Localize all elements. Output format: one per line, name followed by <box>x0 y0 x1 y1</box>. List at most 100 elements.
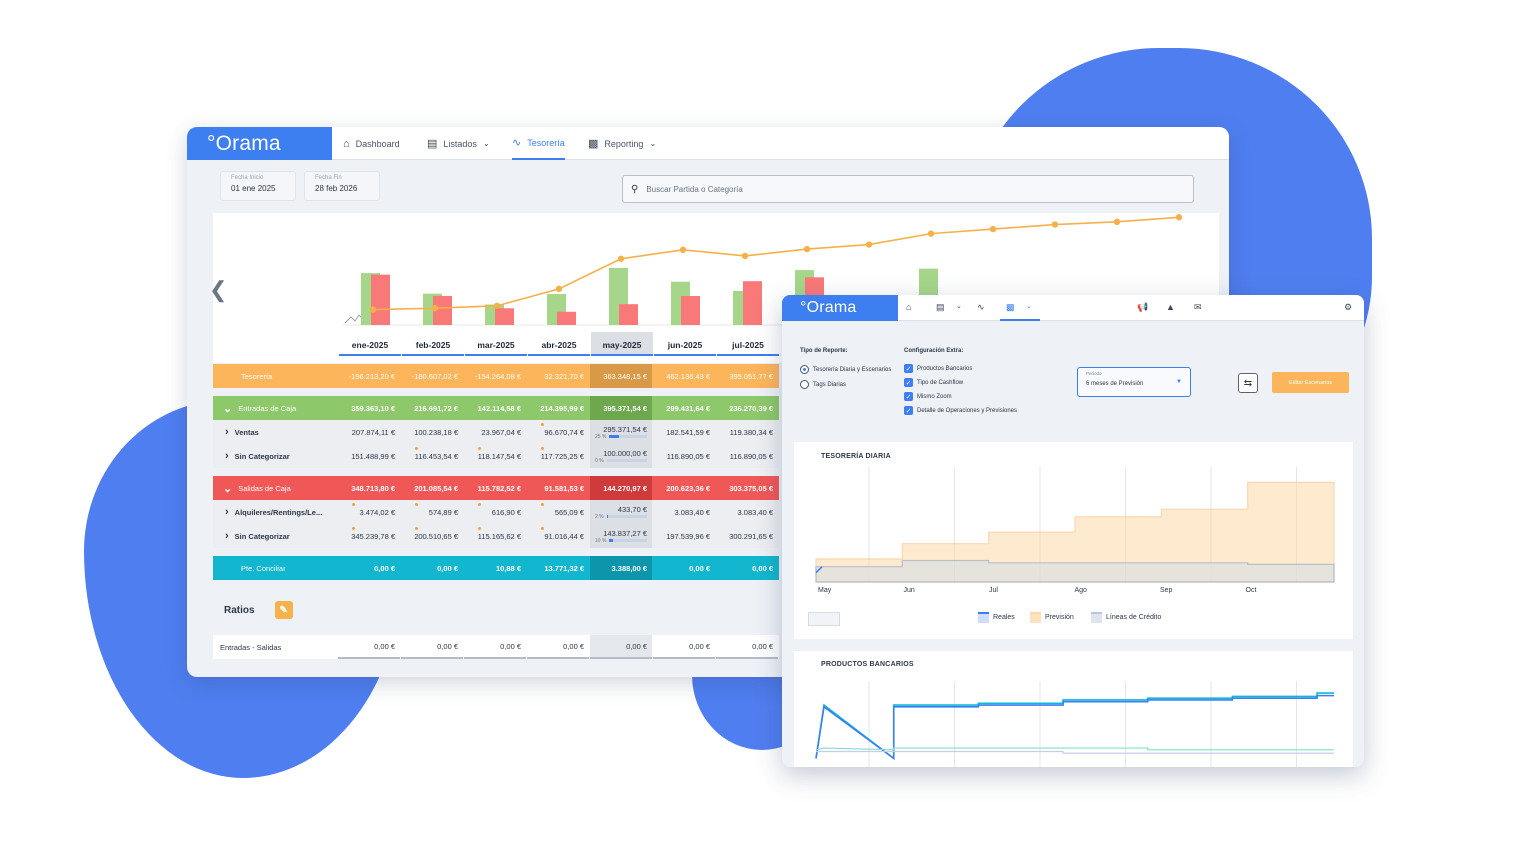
row-cell[interactable]: 3.083,40 € <box>674 507 710 517</box>
row-cell[interactable]: 144.270,97 € <box>590 476 652 500</box>
row-cell[interactable]: -196.213,20 € <box>348 371 395 381</box>
legend-item[interactable]: Reales <box>978 612 1015 623</box>
chevron-left-icon[interactable]: ❮ <box>209 277 228 302</box>
nav-dashboard[interactable]: ⌂ Dashboard <box>343 127 400 160</box>
row-cell[interactable]: 0,00 € <box>689 563 710 573</box>
row-cell[interactable]: 216.691,72 € <box>414 403 458 413</box>
refresh-icon[interactable]: ⇆ <box>1238 373 1258 393</box>
row-sin-categorizar-out[interactable]: › Sin Categorizar 345.239,78 €200.510,65 €… <box>213 524 779 548</box>
row-pte-conciliar[interactable]: Pte. Conciliar 0,00 € 0,00 € 10,88 € 13.771,… <box>213 556 779 580</box>
megaphone-icon[interactable]: 📢 <box>1137 302 1149 312</box>
row-cell[interactable]: 116.453,54 € <box>401 444 463 468</box>
row-cell[interactable]: 117.725,25 € <box>527 444 589 468</box>
row-tesoreria[interactable]: Tesorería -196.213,20 € -180.607,02 € -154.… <box>213 364 779 388</box>
row-cell[interactable]: 395.051,77 € <box>729 371 773 381</box>
check-mismo-zoom[interactable]: ✓ Mismo Zoom <box>904 392 952 401</box>
row-cell[interactable]: 182.541,59 € <box>666 427 710 437</box>
chart-thumbnail-icon[interactable] <box>808 612 840 626</box>
radio-tags-diarias[interactable]: Tags Diarias <box>800 380 846 389</box>
row-cell[interactable]: 565,09 € <box>527 500 589 524</box>
row-cell[interactable]: 214.395,99 € <box>540 403 584 413</box>
month-header-mar-2025[interactable]: mar-2025 <box>465 332 527 356</box>
line-chart-icon[interactable]: ∿ <box>977 302 985 312</box>
row-cell[interactable]: 0,00 € <box>437 563 458 573</box>
row-cell[interactable]: 142.114,58 € <box>477 403 521 413</box>
row-cell[interactable]: 0,00 € <box>752 563 773 573</box>
row-cell[interactable]: 10,88 € <box>495 563 521 573</box>
chevron-right-icon[interactable]: › <box>225 530 229 542</box>
nav-listados[interactable]: ▤ Listados ⌄ <box>427 127 490 160</box>
row-cell[interactable]: 433,70 € 2 % <box>590 500 652 524</box>
graduation-cap-icon[interactable]: ▲ <box>1166 302 1175 312</box>
row-cell[interactable]: 574,89 € <box>401 500 463 524</box>
row-cell[interactable]: 236.270,39 € <box>729 403 773 413</box>
gear-icon[interactable]: ⚙ <box>1344 302 1353 312</box>
row-cell[interactable]: 96.670,74 € <box>527 420 589 444</box>
orama-logo[interactable]: °Orama <box>187 127 332 160</box>
month-header-may-2025[interactable]: may-2025 <box>591 332 653 356</box>
search-input[interactable]: ⚲ Buscar Partida o Categoría <box>622 175 1194 203</box>
row-cell[interactable]: 91.581,53 € <box>544 483 584 493</box>
fecha-inicio-field[interactable]: Fecha Inicio 01 ene 2025 <box>220 171 296 201</box>
periodo-select[interactable]: Periodo 6 meses de Previsión ▼ <box>1077 367 1191 397</box>
row-cell[interactable]: 462.136,43 € <box>666 371 710 381</box>
row-alquileres[interactable]: › Alquileres/Rentings/Le... 3.474,02 €574,… <box>213 500 779 524</box>
row-entradas[interactable]: ⌄ Entradas de Caja 359.363,10 € 216.691,72 … <box>213 396 779 420</box>
fecha-fin-field[interactable]: Fecha Fin 28 feb 2026 <box>304 171 380 201</box>
legend-item[interactable]: Líneas de Crédito <box>1091 612 1161 623</box>
row-cell[interactable]: 151.488,99 € <box>351 451 395 461</box>
row-cell[interactable]: -180.607,02 € <box>411 371 458 381</box>
chevron-down-icon[interactable]: ⌄ <box>956 303 962 310</box>
row-cell[interactable]: 303.375,05 € <box>729 483 773 493</box>
chevron-down-icon[interactable]: ⌄ <box>1026 303 1032 310</box>
edit-icon[interactable]: ✎ <box>274 601 293 619</box>
chevron-right-icon[interactable]: › <box>225 426 229 438</box>
row-cell[interactable]: 295.371,54 €25 % <box>590 420 652 444</box>
home-icon[interactable]: ⌂ <box>906 302 912 312</box>
row-cell[interactable]: 118.147,54 € <box>464 444 526 468</box>
row-cell[interactable]: 207.874,11 € <box>351 427 395 437</box>
chevron-down-icon[interactable]: ⌄ <box>223 482 233 495</box>
row-cell[interactable]: 348.713,80 € <box>351 483 395 493</box>
month-header-jul-2025[interactable]: jul-2025 <box>717 332 779 356</box>
row-cell[interactable]: 100.000,00 €0 % <box>590 444 652 468</box>
radio-tesoreria-diaria[interactable]: Tesorería Diaria y Escenarios <box>800 365 891 374</box>
chevron-right-icon[interactable]: › <box>225 450 229 462</box>
row-cell[interactable]: 200.623,36 € <box>666 483 710 493</box>
list-icon[interactable]: ▤ <box>936 302 945 312</box>
orama-logo-2[interactable]: °Orama <box>782 295 898 321</box>
month-header-ene-2025[interactable]: ene-2025 <box>339 332 401 356</box>
row-cell[interactable]: 299.431,64 € <box>666 403 710 413</box>
row-cell[interactable]: 345.239,78 € <box>338 524 400 548</box>
row-cell[interactable]: 0,00 € <box>374 563 395 573</box>
row-ventas[interactable]: › Ventas 207.874,11 € 100.238,18 € 23.967,04… <box>213 420 779 444</box>
row-cell[interactable]: 300.291,65 € <box>729 531 773 541</box>
row-cell[interactable]: -154.264,08 € <box>474 371 521 381</box>
check-detalle-operaciones[interactable]: ✓ Detalle de Operaciones y Previsiones <box>904 406 1017 415</box>
row-cell[interactable]: 359.363,10 € <box>351 403 395 413</box>
chevron-down-icon[interactable]: ⌄ <box>223 402 233 415</box>
row-cell[interactable]: 363.348,15 € <box>590 364 652 388</box>
row-cell[interactable]: 116.890,05 € <box>729 451 773 461</box>
row-cell[interactable]: 197.539,96 € <box>666 531 710 541</box>
row-cell[interactable]: 3.388,00 € <box>590 556 652 580</box>
row-salidas[interactable]: ⌄ Salidas de Caja 348.713,80 € 201.085,54 €… <box>213 476 779 500</box>
row-cell[interactable]: 616,90 € <box>464 500 526 524</box>
row-cell[interactable]: 115.165,62 € <box>464 524 526 548</box>
row-cell[interactable]: 3.083,40 € <box>737 507 773 517</box>
month-header-feb-2025[interactable]: feb-2025 <box>402 332 464 356</box>
nav-reporting[interactable]: ▩ Reporting ⌄ <box>588 127 656 160</box>
check-productos-bancarios[interactable]: ✓ Productos Bancarios <box>904 364 972 373</box>
month-header-abr-2025[interactable]: abr-2025 <box>528 332 590 356</box>
row-cell[interactable]: 119.380,34 € <box>729 427 773 437</box>
check-tipo-cashflow[interactable]: ✓ Tipo de Cashflow <box>904 378 963 387</box>
row-cell[interactable]: 23.967,04 € <box>481 427 521 437</box>
row-sin-categorizar-in[interactable]: › Sin Categorizar 151.488,99 € 116.453,54 €… <box>213 444 779 468</box>
month-header-jun-2025[interactable]: jun-2025 <box>654 332 716 356</box>
row-cell[interactable]: 3.474,02 € <box>338 500 400 524</box>
row-cell[interactable]: 100.238,18 € <box>414 427 458 437</box>
row-cell[interactable]: 115.782,52 € <box>477 483 521 493</box>
row-cell[interactable]: 200.510,65 € <box>401 524 463 548</box>
row-cell[interactable]: 91.016,44 € <box>527 524 589 548</box>
legend-item[interactable]: Previsión <box>1030 612 1074 623</box>
